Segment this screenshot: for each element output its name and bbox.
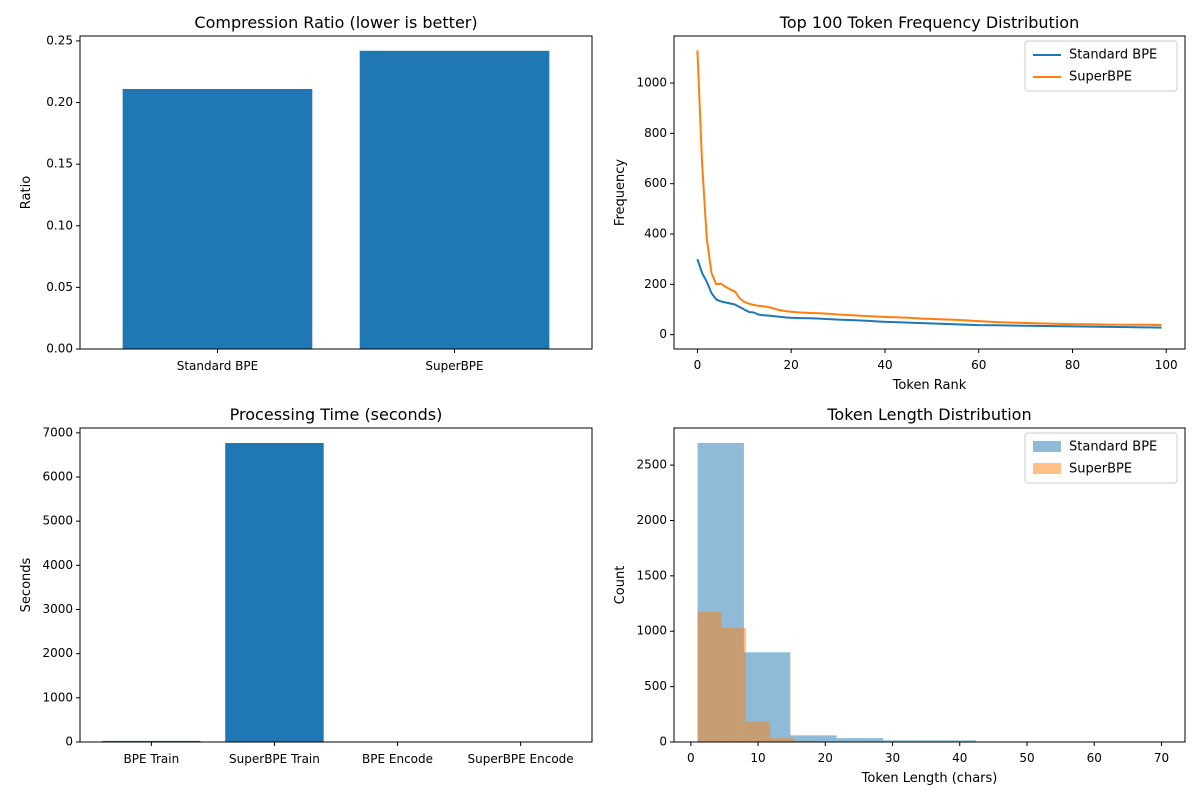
- x-tick-label: 0: [694, 358, 702, 372]
- y-axis-label: Count: [613, 566, 628, 605]
- legend-box: [1024, 40, 1178, 92]
- y-tick-label: 400: [644, 227, 667, 241]
- y-tick-label: 0.10: [46, 218, 73, 232]
- y-tick-label: 0.15: [46, 157, 73, 171]
- x-tick-label: 60: [1087, 751, 1102, 765]
- x-axis-label: Token Rank: [892, 378, 967, 393]
- legend-swatch: [1033, 463, 1061, 474]
- y-tick-label: 0: [659, 735, 667, 749]
- axes-frame: [79, 427, 593, 743]
- x-tick-label: BPE Train: [124, 752, 180, 766]
- y-tick-label: 1500: [636, 568, 667, 582]
- legend-label: SuperBPE: [1069, 70, 1132, 85]
- y-tick-label: 3000: [42, 602, 73, 616]
- y-tick-label: 2000: [636, 513, 667, 527]
- y-tick-label: 200: [644, 277, 667, 291]
- x-tick-label: SuperBPE: [425, 359, 483, 373]
- bar: [225, 443, 324, 742]
- legend-swatch: [1033, 441, 1061, 452]
- x-axis-label: Token Length (chars): [861, 771, 998, 786]
- y-tick-label: 800: [644, 126, 667, 140]
- y-tick-label: 2000: [42, 646, 73, 660]
- x-tick-label: SuperBPE Encode: [468, 752, 574, 766]
- y-tick-label: 1000: [636, 624, 667, 638]
- histogram-bar: [836, 738, 884, 742]
- y-tick-label: 0.00: [46, 342, 73, 356]
- histogram-bar: [929, 740, 976, 742]
- x-tick-label: 0: [687, 751, 695, 765]
- y-tick-label: 5000: [42, 514, 73, 528]
- x-tick-label: 100: [1155, 358, 1178, 372]
- histogram-bar: [770, 738, 795, 742]
- x-tick-label: 50: [1019, 751, 1034, 765]
- processing-time-panel: BPE Train SuperBPE Train BPE Encode SuperBP…: [19, 405, 593, 766]
- bar: [359, 50, 550, 349]
- y-axis-label: Frequency: [613, 159, 628, 226]
- y-axis-label: Seconds: [19, 557, 34, 612]
- y-tick-label: 0: [659, 327, 667, 341]
- y-axis-label: Ratio: [19, 176, 34, 209]
- legend-label: Standard BPE: [1069, 48, 1157, 63]
- x-tick-label: 40: [952, 751, 967, 765]
- x-tick-label: 60: [971, 358, 986, 372]
- chart-title: Processing Time (seconds): [230, 405, 443, 424]
- x-tick-label: 10: [750, 751, 765, 765]
- y-tick-label: 500: [644, 679, 667, 693]
- y-tick-label: 1000: [636, 76, 667, 90]
- axes-frame: [79, 35, 593, 350]
- x-tick-label: BPE Encode: [362, 752, 433, 766]
- x-tick-label: SuperBPE Train: [229, 752, 320, 766]
- legend-label: SuperBPE: [1069, 462, 1132, 477]
- y-tick-label: 0: [65, 735, 73, 749]
- x-tick-label: 80: [1065, 358, 1080, 372]
- y-tick-label: 7000: [42, 425, 73, 439]
- token-length-panel: 0 500 1000 1500 2000 2500 0 10 20 30 40 50 60 70 Stand…: [613, 405, 1186, 786]
- histogram-bar: [745, 721, 771, 742]
- bar: [102, 740, 201, 742]
- y-tick-label: 0.25: [46, 33, 73, 47]
- histogram-bar: [883, 740, 930, 742]
- y-tick-label: 0.20: [46, 95, 73, 109]
- x-tick-label: 20: [818, 751, 833, 765]
- y-tick-label: 1000: [42, 690, 73, 704]
- x-tick-label: 20: [784, 358, 799, 372]
- series-line: [696, 50, 1162, 327]
- token-frequency-panel: 0 200 400 600 800 1000 0 20 40 60 80 100 Standard BP…: [613, 13, 1186, 393]
- y-tick-label: 4000: [42, 558, 73, 572]
- x-tick-label: 40: [877, 358, 892, 372]
- compression-ratio-panel: Standard BPE SuperBPE 0.00 0.05 0.10 0.15 0.20…: [19, 13, 593, 373]
- bar: [122, 88, 313, 349]
- y-tick-label: 6000: [42, 470, 73, 484]
- histogram-bar: [794, 740, 819, 742]
- y-tick-label: 0.05: [46, 280, 73, 294]
- legend-box: [1024, 432, 1178, 484]
- histogram-bar: [721, 627, 746, 742]
- histogram-bar: [697, 611, 722, 742]
- chart-title: Token Length Distribution: [826, 405, 1031, 424]
- x-tick-label: 30: [885, 751, 900, 765]
- chart-title: Top 100 Token Frequency Distribution: [779, 13, 1079, 32]
- chart-title: Compression Ratio (lower is better): [194, 13, 477, 32]
- axes-frame: [673, 427, 1186, 743]
- x-tick-label: 70: [1154, 751, 1169, 765]
- axes-frame: [673, 35, 1186, 350]
- histogram-bar: [790, 735, 837, 742]
- y-tick-label: 2500: [636, 458, 667, 472]
- y-tick-label: 600: [644, 176, 667, 190]
- x-tick-label: Standard BPE: [177, 359, 258, 373]
- series-line: [696, 258, 1162, 329]
- legend-label: Standard BPE: [1069, 440, 1157, 455]
